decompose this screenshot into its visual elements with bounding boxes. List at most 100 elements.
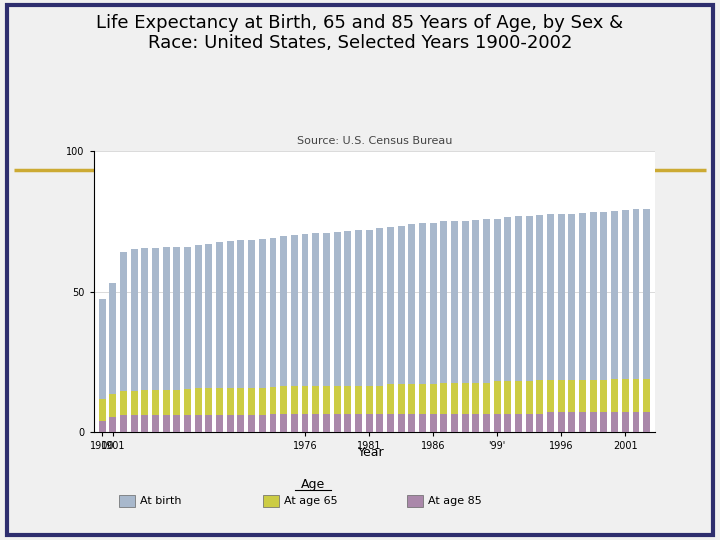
- Bar: [526, 414, 533, 432]
- Bar: [269, 387, 276, 432]
- Bar: [366, 230, 372, 432]
- Bar: [227, 241, 234, 432]
- Text: Life Expectancy at Birth, 65 and 85 Years of Age, by Sex &
Race: United States, : Life Expectancy at Birth, 65 and 85 Year…: [96, 14, 624, 52]
- Bar: [174, 390, 180, 432]
- Bar: [483, 414, 490, 432]
- Bar: [312, 414, 319, 432]
- Bar: [600, 212, 608, 432]
- Bar: [99, 421, 106, 432]
- Bar: [291, 414, 298, 432]
- Bar: [216, 242, 223, 432]
- Bar: [536, 380, 544, 432]
- Bar: [184, 247, 191, 432]
- Bar: [569, 380, 575, 432]
- Bar: [462, 414, 469, 432]
- Bar: [505, 414, 511, 432]
- Bar: [302, 234, 308, 432]
- Bar: [205, 244, 212, 432]
- Bar: [430, 223, 436, 432]
- Bar: [515, 414, 522, 432]
- Bar: [483, 383, 490, 432]
- Bar: [472, 414, 480, 432]
- Bar: [408, 414, 415, 432]
- Bar: [312, 233, 319, 432]
- Bar: [258, 415, 266, 432]
- Bar: [280, 414, 287, 432]
- Bar: [643, 209, 650, 432]
- Bar: [483, 219, 490, 432]
- Bar: [590, 380, 597, 432]
- Bar: [536, 414, 544, 432]
- Bar: [227, 388, 234, 432]
- Bar: [387, 384, 394, 432]
- Bar: [119, 495, 135, 507]
- Bar: [419, 384, 426, 432]
- Text: At age 85: At age 85: [428, 496, 482, 506]
- Bar: [269, 238, 276, 432]
- Bar: [163, 247, 170, 432]
- Bar: [174, 415, 180, 432]
- Bar: [333, 414, 341, 432]
- Bar: [622, 413, 629, 432]
- Bar: [419, 223, 426, 432]
- Bar: [632, 210, 639, 432]
- Bar: [109, 283, 117, 432]
- Bar: [248, 240, 255, 432]
- Bar: [258, 388, 266, 432]
- Bar: [184, 415, 191, 432]
- Bar: [547, 380, 554, 432]
- Bar: [141, 415, 148, 432]
- Bar: [441, 221, 447, 432]
- Bar: [163, 390, 170, 432]
- Bar: [569, 213, 575, 432]
- Bar: [622, 210, 629, 432]
- Bar: [590, 413, 597, 432]
- Bar: [109, 394, 117, 432]
- Bar: [494, 414, 500, 432]
- Bar: [263, 495, 279, 507]
- Bar: [195, 388, 202, 432]
- Bar: [377, 414, 383, 432]
- Bar: [344, 386, 351, 432]
- Bar: [323, 233, 330, 432]
- Bar: [333, 232, 341, 432]
- Bar: [141, 390, 148, 432]
- Bar: [344, 414, 351, 432]
- Bar: [526, 381, 533, 432]
- Bar: [462, 383, 469, 432]
- Bar: [451, 383, 458, 432]
- Bar: [377, 386, 383, 432]
- Bar: [152, 415, 159, 432]
- Bar: [195, 415, 202, 432]
- Bar: [451, 221, 458, 432]
- Bar: [323, 386, 330, 432]
- Bar: [547, 413, 554, 432]
- Bar: [131, 392, 138, 432]
- Bar: [494, 219, 500, 432]
- Bar: [526, 216, 533, 432]
- Bar: [472, 220, 480, 432]
- Text: Source: U.S. Census Bureau: Source: U.S. Census Bureau: [297, 136, 452, 146]
- Bar: [558, 214, 564, 432]
- Bar: [141, 248, 148, 432]
- Bar: [462, 221, 469, 432]
- FancyBboxPatch shape: [7, 5, 713, 535]
- Bar: [430, 384, 436, 432]
- Bar: [333, 386, 341, 432]
- Bar: [611, 379, 618, 432]
- Bar: [120, 415, 127, 432]
- Bar: [515, 217, 522, 432]
- Bar: [600, 413, 608, 432]
- Bar: [536, 215, 544, 432]
- Bar: [643, 379, 650, 432]
- Bar: [387, 414, 394, 432]
- Bar: [152, 248, 159, 432]
- Bar: [366, 386, 372, 432]
- Bar: [505, 217, 511, 432]
- Bar: [632, 379, 639, 432]
- Bar: [451, 414, 458, 432]
- Bar: [323, 414, 330, 432]
- Bar: [441, 414, 447, 432]
- Bar: [258, 239, 266, 432]
- Bar: [472, 383, 480, 432]
